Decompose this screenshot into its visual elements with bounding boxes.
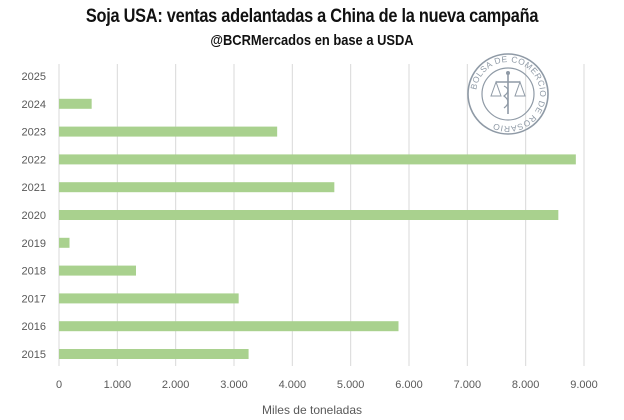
x-axis-title: Miles de toneladas	[261, 403, 363, 417]
x-tick-label: 3.000	[220, 379, 248, 391]
bcr-logo-seal: BOLSA DE COMERCIO DE ROSARIO	[467, 53, 549, 135]
bar-2015	[59, 349, 249, 359]
x-tick-label: 5.000	[337, 379, 365, 391]
y-tick-label: 2017	[22, 293, 46, 305]
x-tick-label: 4.000	[279, 379, 307, 391]
x-tick-label: 1.000	[104, 379, 132, 391]
y-tick-label: 2023	[22, 127, 46, 139]
y-tick-label: 2025	[22, 71, 46, 83]
x-tick-label: 9.000	[570, 379, 598, 391]
bar-2018	[59, 265, 136, 276]
y-tick-label: 2016	[22, 321, 46, 333]
x-tick-label: 0	[56, 379, 62, 391]
y-tick-label: 2015	[22, 349, 46, 361]
bar-2023	[59, 126, 278, 137]
y-tick-label: 2019	[22, 238, 46, 250]
x-tick-label: 2.000	[162, 379, 190, 391]
x-tick-label: 6.000	[395, 379, 423, 391]
y-tick-label: 2022	[22, 154, 46, 166]
y-tick-label: 2018	[22, 266, 46, 278]
chart-title: Soja USA: ventas adelantadas a China de …	[85, 6, 539, 27]
y-tick-label: 2020	[22, 210, 46, 222]
x-tick-label: 7.000	[454, 379, 482, 391]
chart-subtitle: @BCRMercados en base a USDA	[210, 32, 414, 49]
bar-2024	[59, 98, 92, 109]
bar-2020	[59, 210, 559, 220]
bar-2021	[59, 182, 335, 193]
bar-2022	[59, 154, 576, 165]
y-tick-label: 2021	[22, 182, 46, 194]
bar-2017	[59, 293, 239, 304]
y-tick-label: 2024	[22, 99, 46, 111]
bar-2019	[59, 237, 70, 248]
x-tick-label: 8.000	[512, 379, 540, 391]
bar-2016	[59, 321, 399, 332]
